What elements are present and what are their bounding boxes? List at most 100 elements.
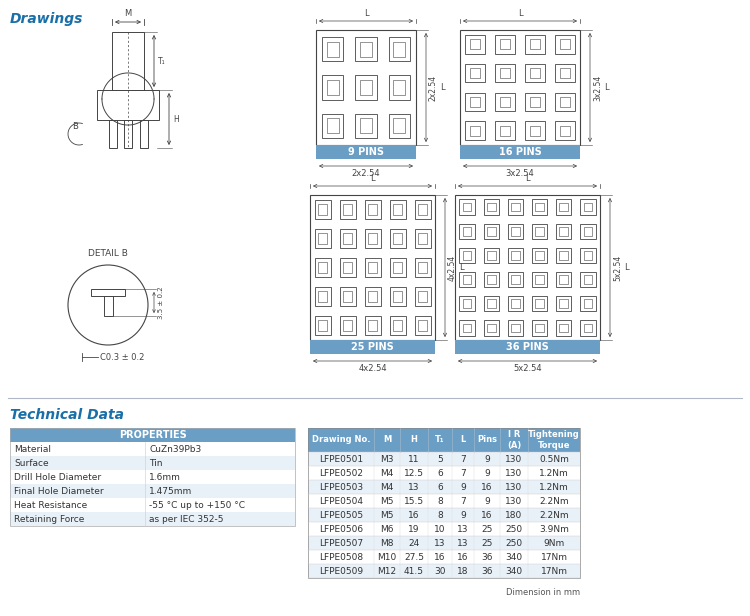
Bar — [415, 316, 430, 334]
Bar — [10, 484, 295, 498]
Text: Drawings: Drawings — [10, 12, 83, 26]
Bar — [318, 262, 327, 274]
Bar — [314, 316, 331, 334]
Bar — [500, 68, 511, 78]
Text: 36: 36 — [482, 567, 493, 575]
Bar — [112, 32, 144, 90]
Bar — [393, 262, 402, 274]
Bar — [508, 200, 524, 215]
Bar — [322, 113, 344, 138]
Bar — [322, 75, 344, 100]
Bar — [368, 233, 377, 245]
Bar — [389, 258, 406, 277]
Text: 13: 13 — [434, 538, 445, 548]
Bar — [314, 200, 331, 219]
Text: M3: M3 — [380, 455, 394, 463]
Bar — [508, 320, 524, 336]
Bar — [584, 251, 592, 260]
Bar — [368, 204, 377, 215]
Bar — [560, 126, 571, 136]
Bar — [459, 224, 475, 239]
Bar — [393, 320, 402, 331]
Bar — [10, 512, 295, 526]
Bar — [343, 233, 352, 245]
Text: 130: 130 — [506, 496, 523, 506]
Bar — [556, 272, 572, 287]
Text: Material: Material — [14, 445, 51, 453]
Bar — [496, 121, 514, 140]
Text: L: L — [518, 9, 522, 18]
Bar — [356, 113, 376, 138]
Bar — [343, 320, 352, 331]
Bar — [584, 323, 592, 332]
Text: M6: M6 — [380, 524, 394, 533]
Text: 6: 6 — [437, 469, 442, 477]
Bar — [560, 323, 568, 332]
Bar — [124, 120, 132, 148]
Text: 36 PINS: 36 PINS — [506, 342, 549, 352]
Text: 1.2Nm: 1.2Nm — [539, 469, 568, 477]
Bar — [340, 316, 356, 334]
Bar — [314, 229, 331, 248]
Text: 3.9Nm: 3.9Nm — [539, 524, 569, 533]
Text: 17Nm: 17Nm — [541, 567, 568, 575]
Text: Pins: Pins — [477, 436, 497, 445]
Bar — [308, 494, 580, 508]
Text: LFPE0506: LFPE0506 — [319, 524, 363, 533]
Bar — [484, 272, 499, 287]
Text: 0.5Nm: 0.5Nm — [539, 455, 569, 463]
Text: 30: 30 — [434, 567, 445, 575]
Bar — [327, 80, 339, 95]
Bar — [532, 200, 548, 215]
Bar — [463, 203, 472, 211]
Text: I R
(A): I R (A) — [507, 431, 521, 450]
Bar — [511, 251, 520, 260]
Bar — [487, 299, 496, 308]
Text: Final Hole Diameter: Final Hole Diameter — [14, 487, 104, 495]
Text: 16 PINS: 16 PINS — [499, 147, 542, 157]
Text: LFPE0509: LFPE0509 — [319, 567, 363, 575]
Bar — [368, 291, 377, 302]
Bar — [418, 262, 427, 274]
Bar — [484, 296, 499, 312]
Text: 15.5: 15.5 — [404, 496, 424, 506]
Bar — [308, 480, 580, 494]
Bar — [526, 121, 544, 140]
Bar — [343, 204, 352, 215]
Text: LFPE0508: LFPE0508 — [319, 553, 363, 562]
Bar — [556, 35, 574, 54]
Text: 9: 9 — [484, 496, 490, 506]
Text: 4x2.54: 4x2.54 — [358, 364, 387, 373]
Bar — [496, 35, 514, 54]
Bar — [526, 35, 544, 54]
Bar — [466, 35, 484, 54]
Bar — [340, 287, 356, 306]
Bar — [360, 42, 372, 57]
Text: 7: 7 — [460, 455, 466, 463]
Text: Retaining Force: Retaining Force — [14, 514, 84, 524]
Bar — [532, 320, 548, 336]
Bar — [308, 508, 580, 522]
Bar — [415, 287, 430, 306]
Text: LFPE0501: LFPE0501 — [319, 455, 363, 463]
Bar — [470, 39, 481, 49]
Text: T₁: T₁ — [158, 57, 166, 65]
Text: B: B — [72, 122, 78, 131]
Bar — [508, 272, 524, 287]
Bar — [463, 299, 472, 308]
Bar — [393, 233, 402, 245]
Bar — [356, 75, 376, 100]
Text: M5: M5 — [380, 496, 394, 506]
Bar — [487, 275, 496, 284]
Bar — [580, 224, 596, 239]
Text: Surface: Surface — [14, 458, 49, 468]
Bar — [463, 227, 472, 235]
Text: 1.2Nm: 1.2Nm — [539, 482, 568, 492]
Text: 25: 25 — [482, 524, 493, 533]
Bar — [463, 275, 472, 284]
Bar — [343, 291, 352, 302]
Text: 16: 16 — [408, 511, 420, 519]
Bar — [508, 224, 524, 239]
Text: Tin: Tin — [149, 458, 163, 468]
Bar — [10, 428, 295, 442]
